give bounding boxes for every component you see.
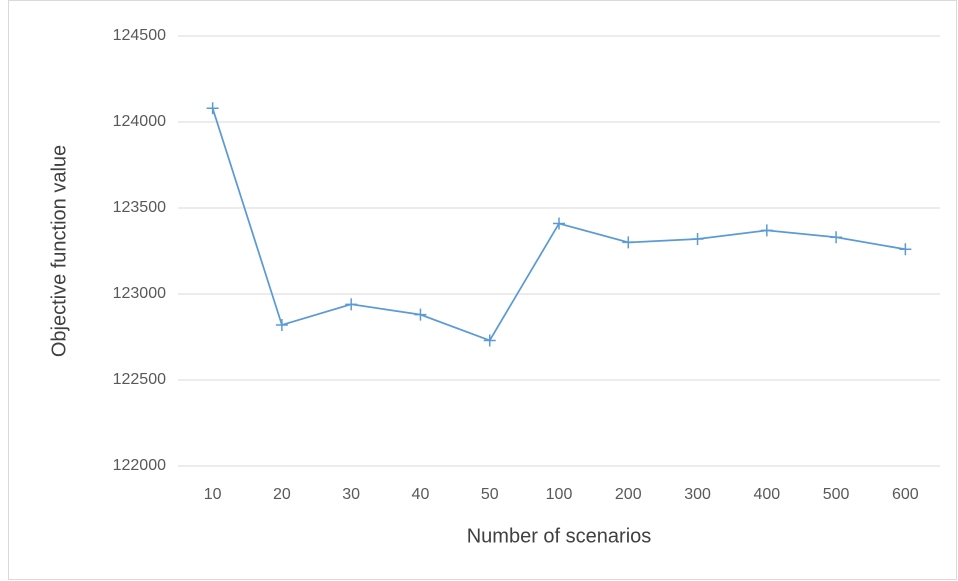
point-marker [345, 298, 358, 311]
y-tick-label: 123000 [113, 285, 166, 302]
point-marker [760, 224, 773, 237]
point-marker [483, 334, 496, 347]
x-tick-label: 40 [412, 486, 430, 503]
x-tick-label: 30 [342, 486, 360, 503]
x-tick-label: 600 [892, 486, 919, 503]
y-tick-label: 124500 [113, 27, 166, 44]
point-marker [553, 217, 565, 230]
x-tick-label: 10 [204, 486, 222, 503]
x-tick-label: 400 [753, 486, 780, 503]
point-marker [622, 236, 635, 249]
x-tick-label: 100 [546, 486, 573, 503]
x-tick-label: 500 [823, 486, 850, 503]
x-axis-label: Number of scenarios [467, 525, 652, 547]
chart-border [8, 0, 957, 580]
x-tick-label: 200 [615, 486, 642, 503]
point-marker [899, 243, 912, 256]
y-axis-label: Objective function value [48, 145, 70, 357]
y-tick-label: 122500 [113, 371, 166, 388]
x-tick-label: 300 [684, 486, 711, 503]
x-tick-label: 50 [481, 486, 499, 503]
point-marker [691, 232, 704, 245]
point-marker [206, 102, 219, 115]
y-tick-label: 122000 [113, 457, 166, 474]
point-marker [830, 231, 843, 244]
y-tick-label: 124000 [113, 113, 166, 130]
point-marker [414, 308, 427, 321]
y-tick-label: 123500 [113, 199, 166, 216]
x-tick-label: 20 [273, 486, 291, 503]
point-marker [275, 318, 288, 331]
